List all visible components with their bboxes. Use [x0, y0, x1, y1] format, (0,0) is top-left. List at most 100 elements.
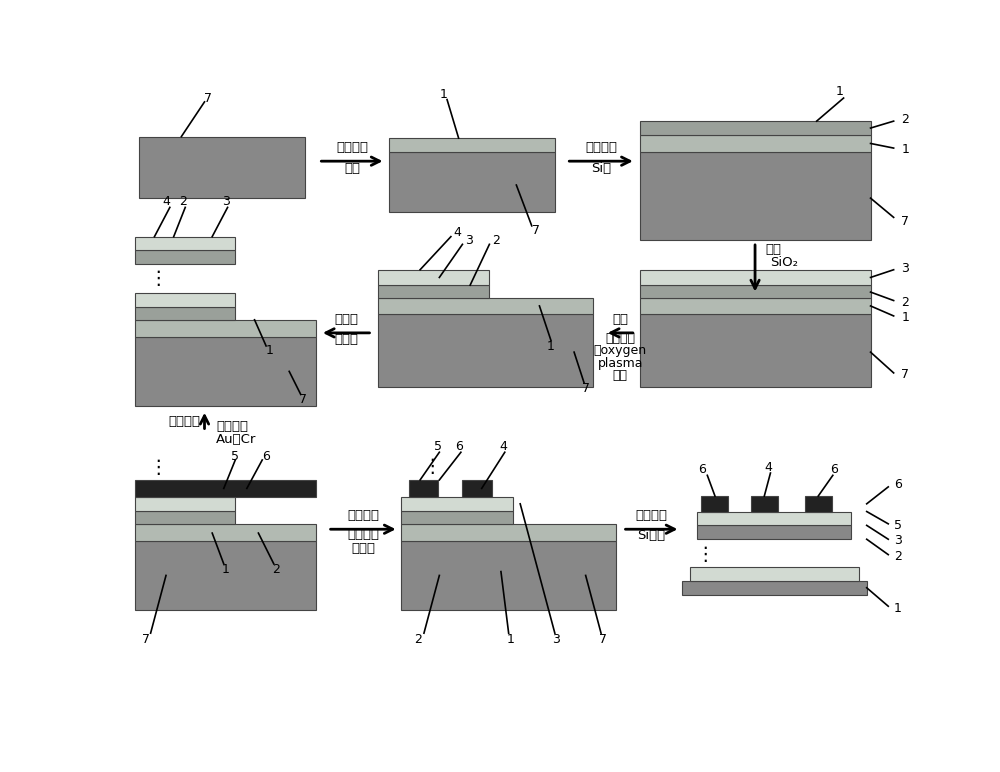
Text: ⋮: ⋮	[149, 458, 168, 477]
Bar	[805, 496, 832, 512]
Text: 6: 6	[830, 463, 838, 476]
Bar	[640, 135, 871, 152]
Text: 4: 4	[162, 195, 170, 208]
Text: 3: 3	[552, 633, 560, 646]
Text: 光oxygen: 光oxygen	[594, 344, 647, 357]
Bar	[389, 138, 555, 152]
Text: 2: 2	[179, 195, 187, 208]
Text: 光刻形成: 光刻形成	[347, 509, 379, 522]
Bar	[401, 524, 616, 540]
Text: ⋮: ⋮	[695, 545, 715, 564]
Bar	[378, 298, 593, 313]
Text: Au和Cr: Au和Cr	[216, 432, 256, 445]
Text: 3: 3	[894, 534, 902, 547]
Text: 1: 1	[439, 88, 447, 100]
Text: 5: 5	[231, 449, 239, 462]
Text: 剥离除去: 剥离除去	[635, 509, 667, 522]
Text: Si层: Si层	[591, 162, 611, 175]
Text: 6: 6	[698, 463, 706, 476]
Text: 7: 7	[204, 92, 212, 104]
Bar	[135, 337, 316, 406]
Text: 4: 4	[499, 440, 507, 453]
Text: 6: 6	[455, 440, 463, 453]
Bar	[682, 581, 867, 594]
Text: 面两步: 面两步	[334, 333, 358, 346]
Bar	[389, 152, 555, 212]
Bar	[135, 480, 316, 497]
Bar	[378, 269, 489, 285]
Text: 2: 2	[894, 550, 902, 563]
Text: 7: 7	[582, 382, 590, 394]
Bar	[139, 137, 305, 198]
Text: 属电极: 属电极	[351, 542, 375, 555]
Bar	[378, 313, 593, 387]
Text: 2: 2	[492, 234, 500, 247]
Text: 1: 1	[547, 340, 555, 354]
Text: 蒸镀形成: 蒸镀形成	[216, 420, 248, 433]
Bar	[135, 306, 235, 320]
Bar	[401, 540, 616, 610]
Text: 7: 7	[901, 368, 909, 381]
Bar	[135, 511, 235, 524]
Bar	[135, 237, 235, 250]
Text: 1: 1	[836, 86, 844, 98]
Text: 电子束曝: 电子束曝	[605, 332, 635, 345]
Text: 1: 1	[266, 344, 274, 357]
Text: 上面的金: 上面的金	[347, 529, 379, 541]
Bar	[135, 497, 235, 511]
Text: 外延生长: 外延生长	[585, 141, 617, 154]
Text: 1: 1	[222, 563, 230, 576]
Text: SiO₂: SiO₂	[770, 256, 798, 269]
Text: 7: 7	[142, 633, 150, 646]
Bar	[640, 285, 871, 298]
Text: 转移: 转移	[612, 313, 628, 326]
Bar	[640, 269, 871, 285]
Text: 5: 5	[434, 440, 442, 453]
Text: 烘干: 烘干	[344, 162, 360, 175]
Bar	[378, 285, 489, 298]
Text: 7: 7	[532, 224, 540, 237]
Text: 冲洗烘干: 冲洗烘干	[169, 415, 201, 428]
Text: 2: 2	[901, 296, 909, 309]
Text: 6: 6	[894, 478, 902, 491]
Bar	[401, 497, 512, 511]
Bar	[640, 298, 871, 313]
Text: ⋮: ⋮	[149, 269, 168, 289]
Text: 2: 2	[272, 563, 280, 576]
Bar	[697, 512, 851, 526]
Bar	[401, 511, 512, 524]
Text: 自旋喷涂: 自旋喷涂	[336, 141, 368, 154]
Text: ⋮: ⋮	[422, 457, 441, 476]
Bar	[135, 320, 316, 337]
Bar	[409, 480, 438, 497]
Bar	[640, 152, 871, 241]
Bar	[135, 524, 316, 540]
Bar	[690, 567, 859, 581]
Text: 刻蚀: 刻蚀	[613, 369, 628, 382]
Bar	[701, 496, 728, 512]
Text: 重复上: 重复上	[334, 313, 358, 326]
Text: 3: 3	[901, 262, 909, 275]
Text: 7: 7	[299, 393, 307, 405]
Text: plasma: plasma	[598, 357, 643, 370]
Text: 7: 7	[901, 215, 909, 228]
Text: Si衬底: Si衬底	[637, 530, 665, 542]
Text: 1: 1	[894, 602, 902, 615]
Text: 1: 1	[901, 143, 909, 156]
Bar	[135, 250, 235, 263]
Bar	[697, 526, 851, 539]
Text: 2: 2	[901, 113, 909, 126]
Bar	[462, 480, 492, 497]
Bar	[640, 313, 871, 387]
Text: 4: 4	[453, 226, 461, 239]
Bar	[135, 540, 316, 610]
Text: 6: 6	[262, 449, 270, 462]
Bar	[640, 121, 871, 135]
Text: 1: 1	[901, 311, 909, 324]
Text: 7: 7	[599, 633, 607, 646]
Bar	[135, 293, 235, 306]
Text: 蒸镀: 蒸镀	[766, 243, 782, 256]
Text: 5: 5	[894, 519, 902, 532]
Text: 3: 3	[222, 195, 230, 208]
Text: 1: 1	[507, 633, 515, 646]
